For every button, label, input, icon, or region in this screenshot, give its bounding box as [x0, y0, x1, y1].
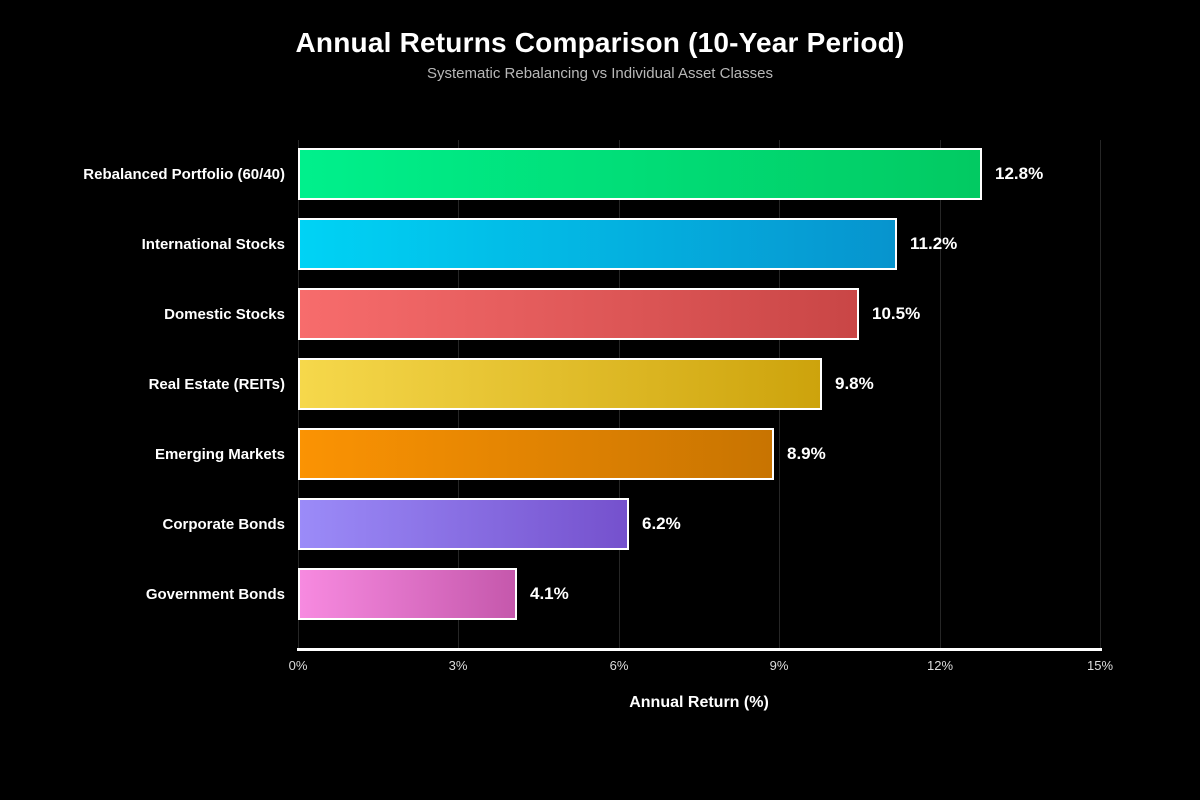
chart-subtitle: Systematic Rebalancing vs Individual Ass…: [427, 65, 773, 82]
bar-emerging-markets: [298, 428, 774, 480]
gridline: [1100, 140, 1101, 648]
category-label: Government Bonds: [145, 585, 285, 603]
gridline: [940, 140, 941, 648]
category-label: Domestic Stocks: [164, 305, 285, 323]
bar-rebalanced-portfolio-60-40-: [298, 148, 982, 200]
value-label: 8.9%: [787, 444, 826, 463]
value-label: 10.5%: [872, 304, 921, 323]
value-label: 9.8%: [835, 374, 874, 393]
category-label: Emerging Markets: [154, 445, 285, 463]
category-label: Real Estate (REITs): [148, 375, 285, 393]
chart-title: Annual Returns Comparison (10-Year Perio…: [295, 27, 905, 58]
x-tick-label: 6%: [609, 658, 629, 673]
category-label: Rebalanced Portfolio (60/40): [83, 165, 285, 183]
value-label: 12.8%: [995, 164, 1044, 183]
x-tick-label: 12%: [926, 658, 954, 673]
x-tick-label: 0%: [288, 658, 308, 673]
category-label: International Stocks: [141, 235, 285, 253]
value-label: 4.1%: [530, 584, 569, 603]
bar-government-bonds: [298, 568, 517, 620]
bar-corporate-bonds: [298, 498, 629, 550]
x-axis-title: Annual Return (%): [629, 694, 769, 711]
x-tick-label: 3%: [448, 658, 468, 673]
value-label: 6.2%: [642, 514, 681, 533]
bar-domestic-stocks: [298, 288, 859, 340]
x-axis-line: [297, 648, 1102, 651]
x-tick-label: 9%: [769, 658, 789, 673]
bar-real-estate-reits-: [298, 358, 822, 410]
category-label: Corporate Bonds: [162, 515, 285, 533]
value-label: 11.2%: [910, 234, 958, 253]
x-tick-label: 15%: [1086, 658, 1114, 673]
plot-area: [298, 140, 1101, 648]
bar-international-stocks: [298, 218, 897, 270]
